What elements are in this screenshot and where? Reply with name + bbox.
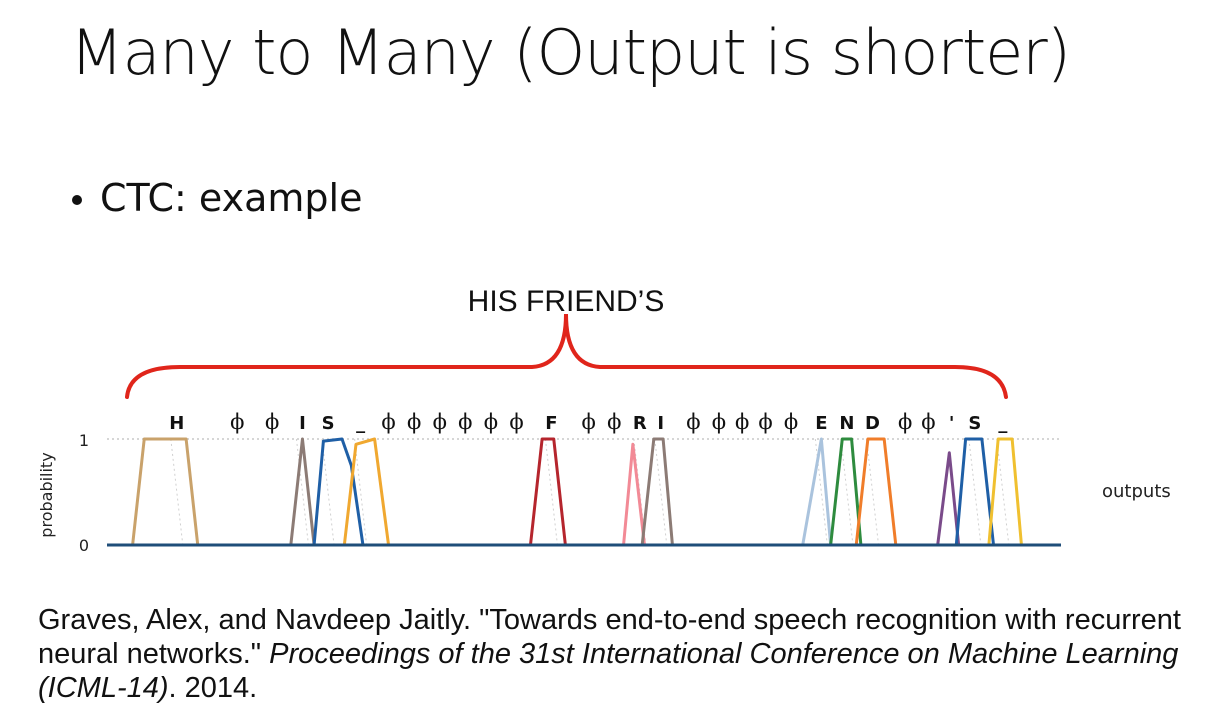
output-guide-0 bbox=[170, 438, 184, 546]
output-label-10: ϕ bbox=[484, 410, 498, 434]
output-label-17: ϕ bbox=[686, 410, 700, 434]
output-label-6: ϕ bbox=[381, 410, 395, 434]
probability-series-6 bbox=[640, 437, 674, 546]
output-label-24: D bbox=[865, 413, 880, 434]
output-label-28: S bbox=[968, 413, 981, 434]
probability-series-2 bbox=[312, 437, 365, 546]
output-label-7: ϕ bbox=[407, 410, 421, 434]
output-label-18: ϕ bbox=[712, 410, 726, 434]
output-label-26: ϕ bbox=[921, 410, 935, 434]
output-label-14: ϕ bbox=[607, 410, 621, 434]
output-label-21: ϕ bbox=[784, 410, 798, 434]
probability-series-12 bbox=[987, 437, 1023, 546]
outputs-label: outputs bbox=[1102, 481, 1171, 502]
probability-series-8 bbox=[829, 437, 863, 546]
output-label-0: H bbox=[169, 413, 184, 434]
output-label-29: _ bbox=[998, 413, 1007, 434]
probability-series-0 bbox=[131, 437, 200, 546]
output-label-4: S bbox=[322, 413, 335, 434]
curly-brace bbox=[125, 313, 1008, 399]
output-label-19: ϕ bbox=[735, 410, 749, 434]
output-label-15: R bbox=[633, 413, 647, 434]
output-label-5: _ bbox=[356, 413, 365, 434]
probability-series-1 bbox=[289, 437, 316, 546]
probability-series-9 bbox=[854, 437, 898, 546]
output-label-1: ϕ bbox=[230, 410, 244, 434]
y-axis-label: probability bbox=[37, 452, 56, 537]
output-guide-23 bbox=[840, 438, 854, 546]
output-guide-29 bbox=[996, 438, 1010, 546]
output-label-13: ϕ bbox=[581, 410, 595, 434]
output-label-16: I bbox=[657, 413, 664, 434]
output-label-2: ϕ bbox=[265, 410, 279, 434]
output-label-12: F bbox=[545, 413, 557, 434]
probability-series-7 bbox=[801, 437, 833, 546]
bullet-item: CTC: example bbox=[72, 176, 363, 220]
bullet-text: CTC: example bbox=[100, 176, 363, 220]
output-label-8: ϕ bbox=[433, 410, 447, 434]
reference-authors-title: Graves, Alex, and Navdeep Jaitly. "Towar… bbox=[38, 604, 1181, 670]
annotation-text: HIS FRIEND’S bbox=[468, 285, 665, 318]
output-label-27: ' bbox=[949, 413, 955, 434]
reference-citation: Graves, Alex, and Navdeep Jaitly. "Towar… bbox=[38, 603, 1208, 705]
reference-year: . 2014. bbox=[168, 672, 258, 704]
output-label-9: ϕ bbox=[458, 410, 472, 434]
output-guide-24 bbox=[866, 438, 880, 546]
output-guide-3 bbox=[295, 438, 309, 546]
y-tick-label-1: 1 bbox=[79, 431, 89, 450]
output-guide-4 bbox=[321, 438, 335, 546]
output-label-25: ϕ bbox=[898, 410, 912, 434]
output-label-11: ϕ bbox=[509, 410, 523, 434]
probability-series-10 bbox=[936, 451, 961, 546]
probability-series-5 bbox=[622, 442, 646, 546]
output-label-23: N bbox=[839, 413, 854, 434]
bullet-dot-icon bbox=[72, 195, 82, 205]
output-label-22: E bbox=[815, 413, 827, 434]
output-label-3: I bbox=[299, 413, 306, 434]
slide-title: Many to Many (Output is shorter) bbox=[70, 16, 1071, 89]
probability-series-3 bbox=[342, 437, 391, 546]
y-tick-label-0: 0 bbox=[79, 536, 89, 555]
probability-series-11 bbox=[954, 437, 996, 546]
output-guide-28 bbox=[968, 438, 982, 546]
reference-venue: Proceedings of the 31st International Co… bbox=[38, 638, 1179, 704]
output-label-20: ϕ bbox=[758, 410, 772, 434]
probability-series-4 bbox=[528, 437, 567, 546]
